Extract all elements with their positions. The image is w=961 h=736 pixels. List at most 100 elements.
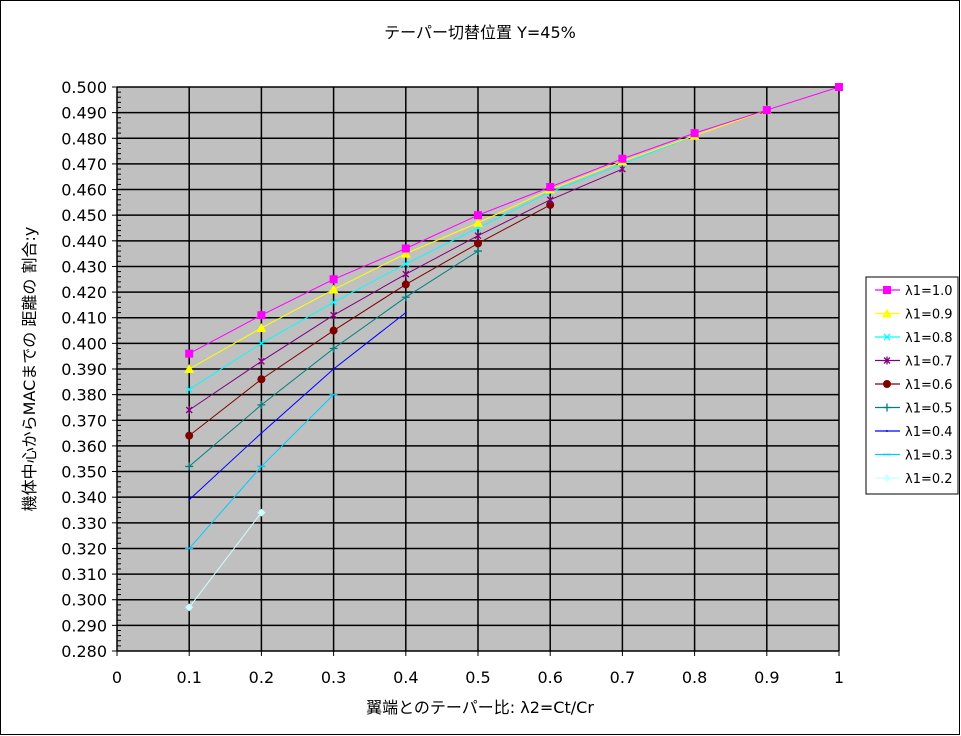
x-tick-label: 0.2: [249, 668, 274, 687]
legend-entry: λ1=1.0: [875, 284, 953, 299]
y-tick-label: 0.400: [61, 334, 107, 353]
data-point: [546, 195, 554, 204]
series-λ1=0.3: [185, 393, 338, 550]
data-point: [474, 239, 482, 248]
y-tick-label: 0.290: [61, 616, 107, 635]
y-tick-label: 0.490: [61, 104, 107, 123]
legend: λ1=1.0 λ1=0.9 λ1=0.8 λ1=0.7 λ1=0.6 λ1=0.5 λ1=0…: [865, 276, 959, 495]
x-tick-label: 0.1: [176, 668, 201, 687]
data-point: [474, 231, 482, 240]
data-point: [185, 431, 194, 440]
series-λ1=0.4: [188, 311, 407, 501]
grid: [116, 86, 840, 652]
y-tick-label: 0.350: [61, 463, 107, 482]
chart-title: テーパー切替位置 Y=45%: [384, 23, 576, 42]
series-λ1=0.2: [185, 508, 266, 612]
data-point: [329, 344, 338, 353]
data-point: [886, 430, 888, 432]
data-point: [883, 474, 891, 482]
data-point: [883, 403, 891, 412]
data-point: [185, 603, 194, 612]
series-λ1=0.7: [185, 165, 626, 415]
y-tick-label: 0.420: [61, 283, 107, 302]
series-λ1=0.9: [184, 105, 772, 373]
legend-entry: λ1=0.5: [875, 402, 953, 417]
data-point: [185, 406, 193, 415]
y-tick-label: 0.280: [61, 642, 107, 661]
data-point: [401, 293, 410, 302]
data-point: [401, 280, 410, 289]
series-λ1=1.0: [185, 83, 843, 358]
data-point: [256, 322, 267, 332]
data-point: [474, 247, 482, 256]
data-point: [402, 270, 410, 279]
data-point: [332, 368, 335, 370]
y-tick-label: 0.300: [61, 591, 107, 610]
x-tick-label: 0.9: [754, 668, 779, 687]
y-tick-label: 0.500: [61, 78, 107, 97]
series-group: [184, 83, 843, 612]
data-point: [473, 217, 483, 227]
data-point: [257, 375, 266, 384]
data-point: [257, 339, 265, 347]
series-line: [188, 312, 407, 501]
legend-label: λ1=1.0: [905, 284, 953, 299]
legend-label: λ1=0.4: [905, 425, 953, 440]
x-tick-label: 0.4: [393, 668, 418, 687]
data-point: [402, 260, 410, 268]
data-point: [404, 311, 407, 314]
y-tick-label: 0.370: [61, 411, 107, 430]
y-tick-label: 0.440: [61, 232, 107, 251]
legend-label: λ1=0.5: [905, 402, 953, 417]
data-point: [329, 326, 338, 335]
data-point: [185, 462, 194, 471]
legend-entry: λ1=0.9: [875, 308, 953, 323]
series-line: [188, 86, 840, 355]
data-point: [618, 154, 627, 163]
series-line: [188, 204, 551, 437]
y-axis-label: 機体中心からMACまでの 距離の 割合:y: [20, 227, 39, 512]
legend-label: λ1=0.3: [905, 449, 953, 464]
data-point: [401, 244, 410, 253]
y-tick-label: 0.480: [61, 129, 107, 148]
data-point: [329, 275, 338, 284]
y-tick-label: 0.450: [61, 206, 107, 225]
data-point: [185, 349, 194, 358]
y-axis: 0.280 0.290 0.300 0.310 0.320 0.330 0.340 0.350…: [61, 78, 121, 661]
data-point: [185, 386, 193, 393]
legend-entry: λ1=0.7: [875, 355, 953, 370]
data-point: [184, 364, 195, 373]
y-tick-label: 0.390: [61, 360, 107, 379]
data-point: [330, 311, 338, 320]
data-point: [257, 357, 265, 366]
x-tick-label: 0: [112, 668, 122, 687]
x-tick-label: 1: [834, 668, 844, 687]
data-point: [835, 83, 843, 91]
legend-label: λ1=0.9: [905, 308, 953, 323]
series-λ1=0.6: [185, 200, 555, 440]
data-point: [546, 182, 555, 191]
x-axis: 0 0.1 0.2 0.3 0.4 0.5 0.6 0.7 0.8 0.9 1: [112, 651, 844, 687]
x-tick-label: 0.8: [682, 668, 707, 687]
data-point: [618, 165, 626, 174]
data-point: [690, 129, 699, 138]
legend-entry: λ1=0.6: [875, 378, 953, 393]
data-point: [883, 286, 891, 294]
y-tick-label: 0.410: [61, 309, 107, 328]
data-point: [188, 498, 191, 501]
y-tick-label: 0.320: [61, 539, 107, 558]
x-tick-label: 0.5: [465, 668, 490, 687]
data-point: [882, 308, 892, 318]
data-point: [257, 400, 266, 409]
legend-entry: λ1=0.4: [875, 425, 953, 440]
legend-label: λ1=0.8: [905, 331, 953, 346]
y-tick-label: 0.330: [61, 514, 107, 533]
legend-label: λ1=0.7: [905, 355, 953, 370]
y-tick-label: 0.430: [61, 257, 107, 276]
data-point: [546, 200, 555, 209]
legend-label: λ1=0.2: [905, 472, 953, 487]
data-point: [883, 333, 891, 341]
data-point: [257, 311, 266, 320]
data-point: [260, 432, 263, 435]
data-point: [762, 106, 771, 115]
